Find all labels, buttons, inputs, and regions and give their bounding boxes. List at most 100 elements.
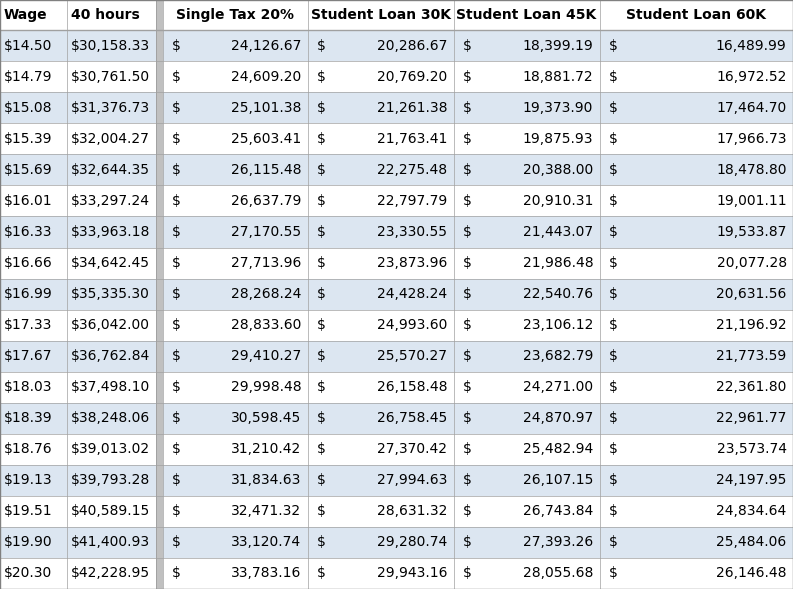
Bar — [163, 123, 308, 154]
Text: $15.39: $15.39 — [4, 132, 52, 146]
Text: $: $ — [463, 535, 472, 550]
Text: 21,443.07: 21,443.07 — [523, 225, 593, 239]
Bar — [163, 217, 308, 247]
Bar — [67, 403, 156, 434]
Text: 20,910.31: 20,910.31 — [523, 194, 593, 208]
Bar — [600, 496, 793, 527]
Text: $: $ — [317, 442, 326, 456]
Bar — [454, 92, 600, 123]
Text: 17,966.73: 17,966.73 — [716, 132, 787, 146]
Text: 22,361.80: 22,361.80 — [716, 380, 787, 394]
Text: 19,373.90: 19,373.90 — [523, 101, 593, 115]
Text: 20,769.20: 20,769.20 — [377, 70, 447, 84]
Bar — [600, 123, 793, 154]
Text: $: $ — [317, 504, 326, 518]
Bar — [600, 403, 793, 434]
Text: 30,598.45: 30,598.45 — [231, 411, 301, 425]
Text: $: $ — [609, 225, 618, 239]
Text: $: $ — [172, 132, 181, 146]
Bar — [0, 403, 67, 434]
Text: $: $ — [317, 256, 326, 270]
Text: $17.33: $17.33 — [4, 318, 52, 332]
Bar — [0, 558, 67, 589]
Bar — [163, 61, 308, 92]
Text: 20,077.28: 20,077.28 — [717, 256, 787, 270]
Bar — [454, 372, 600, 403]
Text: 28,055.68: 28,055.68 — [523, 567, 593, 581]
Bar — [600, 186, 793, 217]
Text: 27,994.63: 27,994.63 — [377, 474, 447, 487]
Text: 26,743.84: 26,743.84 — [523, 504, 593, 518]
Bar — [600, 558, 793, 589]
Text: $16.01: $16.01 — [4, 194, 52, 208]
Text: 24,870.97: 24,870.97 — [523, 411, 593, 425]
Bar — [67, 465, 156, 496]
Text: 19,001.11: 19,001.11 — [716, 194, 787, 208]
Bar — [67, 92, 156, 123]
Text: 21,986.48: 21,986.48 — [523, 256, 593, 270]
Bar — [454, 247, 600, 279]
Bar — [67, 340, 156, 372]
Text: $32,644.35: $32,644.35 — [71, 163, 151, 177]
Text: 25,603.41: 25,603.41 — [231, 132, 301, 146]
Text: $: $ — [317, 380, 326, 394]
Bar — [67, 0, 156, 30]
Bar — [67, 123, 156, 154]
Bar — [163, 154, 308, 186]
Bar — [0, 92, 67, 123]
Bar — [163, 496, 308, 527]
Bar — [600, 340, 793, 372]
Bar — [0, 123, 67, 154]
Text: $: $ — [463, 318, 472, 332]
Bar — [454, 123, 600, 154]
Text: $: $ — [172, 380, 181, 394]
Bar — [67, 310, 156, 340]
Text: 27,370.42: 27,370.42 — [377, 442, 447, 456]
Text: 22,275.48: 22,275.48 — [377, 163, 447, 177]
Text: 33,783.16: 33,783.16 — [231, 567, 301, 581]
Bar — [600, 0, 793, 30]
Text: $32,004.27: $32,004.27 — [71, 132, 150, 146]
Bar — [308, 558, 454, 589]
Bar — [163, 0, 308, 30]
Text: $: $ — [172, 411, 181, 425]
Bar — [600, 527, 793, 558]
Bar — [163, 30, 308, 61]
Text: 20,631.56: 20,631.56 — [716, 287, 787, 301]
Bar — [308, 372, 454, 403]
Text: 26,637.79: 26,637.79 — [231, 194, 301, 208]
Text: 25,570.27: 25,570.27 — [377, 349, 447, 363]
Text: $: $ — [463, 349, 472, 363]
Text: $: $ — [172, 163, 181, 177]
Bar — [454, 434, 600, 465]
Text: $: $ — [609, 163, 618, 177]
Bar — [308, 123, 454, 154]
Bar — [0, 154, 67, 186]
Text: 24,834.64: 24,834.64 — [716, 504, 787, 518]
Bar — [0, 310, 67, 340]
Text: 16,489.99: 16,489.99 — [716, 39, 787, 53]
Text: 29,998.48: 29,998.48 — [231, 380, 301, 394]
Text: 26,115.48: 26,115.48 — [231, 163, 301, 177]
Bar — [454, 30, 600, 61]
Bar — [454, 310, 600, 340]
Text: 22,540.76: 22,540.76 — [523, 287, 593, 301]
Text: $19.90: $19.90 — [4, 535, 52, 550]
Text: Student Loan 60K: Student Loan 60K — [626, 8, 766, 22]
Text: $: $ — [463, 504, 472, 518]
Text: $: $ — [609, 380, 618, 394]
Text: $: $ — [609, 442, 618, 456]
Text: 26,107.15: 26,107.15 — [523, 474, 593, 487]
Text: $: $ — [172, 535, 181, 550]
Text: $: $ — [317, 225, 326, 239]
Bar — [0, 434, 67, 465]
Text: $36,042.00: $36,042.00 — [71, 318, 151, 332]
Text: 22,961.77: 22,961.77 — [716, 411, 787, 425]
Text: 31,210.42: 31,210.42 — [231, 442, 301, 456]
Bar — [600, 310, 793, 340]
Text: 27,393.26: 27,393.26 — [523, 535, 593, 550]
Bar — [600, 92, 793, 123]
Text: $: $ — [172, 318, 181, 332]
Text: $38,248.06: $38,248.06 — [71, 411, 151, 425]
Text: $: $ — [317, 70, 326, 84]
